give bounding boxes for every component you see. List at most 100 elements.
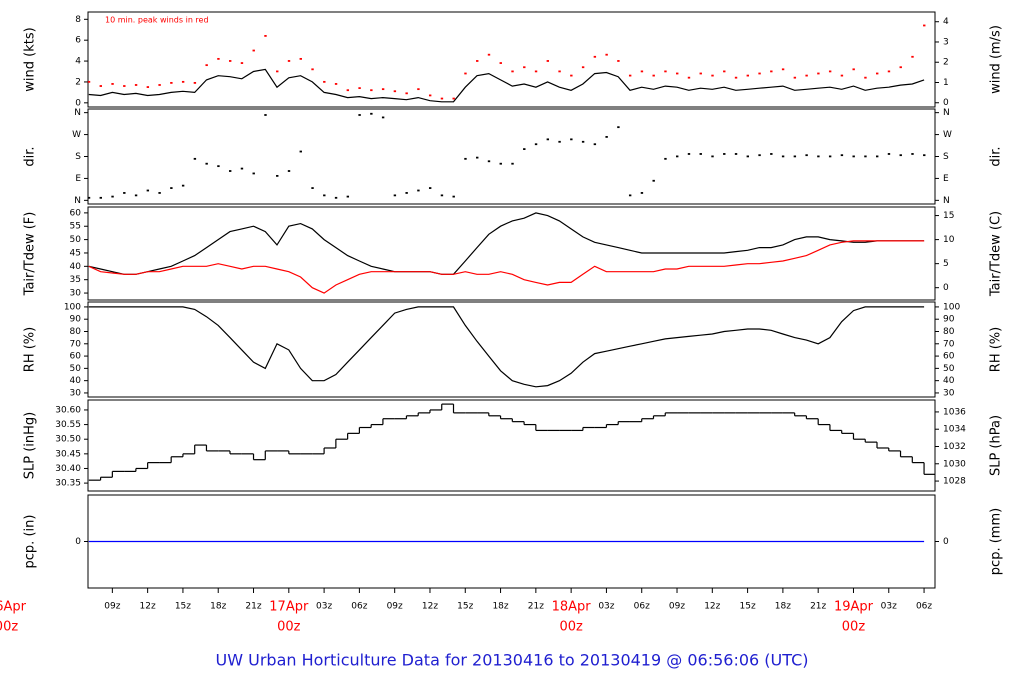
peak-dot — [393, 90, 397, 93]
scatter-point — [758, 154, 761, 157]
x-tick-label: 15z — [457, 602, 473, 612]
y-tick-label: S — [75, 152, 81, 162]
peak-dot — [581, 66, 585, 69]
peak-dot — [217, 57, 220, 60]
y-tick-label: 0 — [75, 537, 81, 547]
y-tick-label: 2 — [75, 77, 81, 87]
peak-dot — [146, 86, 150, 88]
peak-dot — [734, 76, 738, 79]
peak-dot — [664, 70, 667, 73]
scatter-point — [558, 140, 561, 143]
panel-frame — [87, 399, 936, 492]
scatter-point — [628, 194, 632, 197]
y-axis-label: pcp. (in) — [23, 515, 38, 569]
x-tick-label: 06z — [634, 602, 650, 612]
peak-dot — [228, 60, 232, 62]
scatter-point — [217, 165, 220, 168]
peak-dot — [287, 60, 291, 62]
x-tick-label: 12z — [422, 602, 438, 612]
scatter-point — [911, 153, 914, 155]
peak-dot — [793, 76, 797, 79]
scatter-point — [664, 157, 667, 160]
panel-frame — [87, 11, 936, 108]
series-line — [88, 306, 925, 388]
x-tick-label: 15z — [175, 602, 191, 612]
y2-tick-label: 1034 — [943, 425, 966, 435]
x-tick-label: 03z — [598, 602, 614, 612]
scatter-point — [523, 148, 526, 150]
scatter-point — [323, 194, 326, 197]
x-tick-label: 12z — [140, 602, 156, 612]
y2-tick-label: 60 — [943, 352, 955, 362]
scatter-point — [734, 153, 738, 155]
peak-dot — [99, 85, 102, 87]
y2-axis-label: Tair/Tdew (C) — [989, 211, 1004, 297]
peak-dot — [358, 87, 361, 90]
scatter-point — [158, 192, 161, 194]
y2-tick-label: 100 — [943, 302, 960, 312]
x-tick-label: 21z — [810, 602, 826, 612]
y2-tick-label: S — [943, 152, 949, 162]
x-tick-label: 18z — [210, 602, 226, 612]
peak-dot — [205, 64, 208, 67]
peak-dot — [87, 80, 91, 83]
scatter-point — [99, 196, 102, 199]
y2-tick-label: W — [943, 130, 952, 140]
scatter-point — [417, 189, 420, 192]
scatter-point — [452, 195, 455, 198]
y-axis-label: SLP (inHg) — [23, 412, 38, 480]
y-tick-label: 45 — [70, 248, 81, 258]
peak-dot — [170, 81, 173, 84]
scatter-point — [593, 143, 597, 146]
peak-dot — [123, 85, 126, 87]
x-tick-label: 03z — [881, 602, 897, 612]
peak-dot — [452, 97, 455, 100]
peak-dot — [746, 74, 750, 77]
scatter-point — [546, 138, 550, 141]
scatter-point — [817, 155, 820, 158]
x-date-sublabel: 00z — [842, 620, 866, 635]
y-tick-label: 30.60 — [55, 405, 81, 415]
series-line — [88, 68, 925, 103]
panel-frame — [87, 108, 936, 205]
y2-tick-label: N — [943, 196, 950, 206]
x-tick-label: 09z — [669, 602, 685, 612]
y-tick-label: N — [74, 108, 81, 118]
scatter-point — [487, 160, 491, 163]
peak-dot — [252, 49, 255, 52]
x-tick-label: 21z — [245, 602, 261, 612]
peak-dot — [593, 55, 597, 58]
peak-dot — [923, 24, 926, 27]
y-axis-label: wind (kts) — [23, 27, 38, 91]
scatter-point — [793, 155, 797, 158]
peak-dot — [840, 74, 844, 77]
peak-dot — [781, 68, 785, 71]
peak-dot — [652, 74, 655, 77]
x-tick-label: 18z — [775, 602, 791, 612]
scatter-point — [511, 162, 514, 165]
peak-dot — [240, 62, 244, 64]
peak-dot — [476, 60, 479, 62]
scatter-point — [205, 162, 208, 165]
y2-tick-label: 70 — [943, 339, 955, 349]
peak-dot — [346, 89, 350, 92]
x-date-label: 18Apr — [552, 600, 592, 615]
peak-dot — [405, 92, 408, 95]
y2-axis-label: SLP (hPa) — [989, 415, 1004, 476]
peak-dot — [864, 76, 867, 79]
y2-tick-label: 10 — [943, 235, 955, 245]
y-tick-label: 30.55 — [55, 420, 81, 430]
y-tick-label: 8 — [75, 15, 81, 25]
scatter-point — [605, 136, 608, 138]
scatter-point — [876, 155, 879, 158]
x-tick-label: 09z — [104, 602, 120, 612]
scatter-point — [781, 155, 785, 158]
scatter-point — [464, 157, 467, 160]
scatter-point — [805, 154, 808, 157]
y2-tick-label: 4 — [943, 17, 949, 27]
peak-dot — [381, 88, 385, 91]
peak-dot — [440, 97, 444, 100]
scatter-point — [770, 153, 773, 155]
peak-dot — [617, 60, 620, 62]
y2-tick-label: 2 — [943, 58, 949, 68]
